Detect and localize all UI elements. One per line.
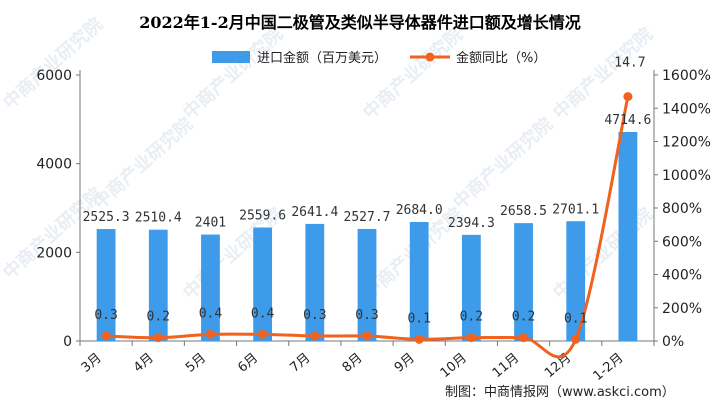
y-right-tick-label: 800% xyxy=(662,201,702,217)
x-tick-label: 11月 xyxy=(490,351,522,381)
growth-point xyxy=(414,334,424,344)
x-tick-label: 7月 xyxy=(287,351,313,376)
y-right-tick-label: 1000% xyxy=(662,168,711,184)
y-left-tick-label: 2000 xyxy=(36,245,72,261)
watermark-text: 中商产业研究院 xyxy=(179,23,287,124)
y-right-tick-label: 400% xyxy=(662,268,702,284)
bar-value-label: 2559.6 xyxy=(239,209,286,224)
x-tick-label: 8月 xyxy=(340,351,366,376)
bar-value-label: 2510.4 xyxy=(135,211,182,226)
legend-swatch-marker xyxy=(425,52,435,62)
x-tick-label: 12月 xyxy=(542,351,574,381)
bar-value-label: 4714.6 xyxy=(604,113,651,128)
x-tick-label: 9月 xyxy=(392,351,418,376)
growth-value-label: 0.2 xyxy=(512,310,535,325)
growth-point xyxy=(571,334,581,344)
watermark-text: 中商产业研究院 xyxy=(449,113,557,214)
bar xyxy=(618,131,638,341)
bar xyxy=(461,234,481,341)
watermark-text: 中商产业研究院 xyxy=(549,23,657,124)
bar-value-label: 2684.0 xyxy=(396,203,443,218)
legend: 进口金额（百万美元） 金额同比（%） xyxy=(212,50,546,66)
y-right-tick-label: 0% xyxy=(662,334,684,350)
bar xyxy=(201,234,220,341)
bar xyxy=(409,222,429,341)
growth-point xyxy=(466,333,476,343)
y-right-tick-label: 1200% xyxy=(662,135,711,151)
growth-value-label: 0.2 xyxy=(147,310,170,325)
y-right-tick-label: 1600% xyxy=(662,68,711,84)
growth-point xyxy=(205,329,215,339)
growth-value-label: 0.3 xyxy=(303,308,326,323)
growth-value-label: 14.7 xyxy=(614,56,645,71)
data-labels: 2525.3 2510.4 2401 2559.6 2641.4 2527.7 2684.0… xyxy=(83,56,652,327)
y-right-tick-label: 200% xyxy=(662,301,702,317)
bar xyxy=(357,228,377,341)
y-left-tick-label: 0 xyxy=(63,334,72,350)
bar xyxy=(566,221,586,341)
bar-value-label: 2658.5 xyxy=(500,204,547,219)
growth-point xyxy=(519,333,529,343)
growth-point xyxy=(310,331,320,341)
bar xyxy=(96,229,116,341)
chart-title: 2022年1-2月中国二极管及类似半导体器件进口额及增长情况 xyxy=(139,13,580,32)
bar xyxy=(148,229,168,341)
bar xyxy=(514,223,533,341)
bar-value-label: 2394.3 xyxy=(448,216,495,231)
bar-value-label: 2701.1 xyxy=(552,202,599,217)
bar-series xyxy=(96,131,638,341)
growth-value-label: 0.3 xyxy=(94,308,117,323)
bar-value-label: 2525.3 xyxy=(83,210,130,225)
x-tick-label: 6月 xyxy=(235,351,261,376)
bar-value-label: 2641.4 xyxy=(291,205,338,220)
growth-value-label: 0.1 xyxy=(407,311,430,326)
x-tick-label: 10月 xyxy=(438,351,470,381)
growth-point xyxy=(362,331,372,341)
bar-value-label: 2527.7 xyxy=(344,210,391,225)
growth-point xyxy=(258,329,268,339)
x-tick-label: 4月 xyxy=(131,351,157,376)
x-tick-label: 3月 xyxy=(79,351,105,376)
bar-value-label: 2401 xyxy=(195,216,226,231)
x-tick-label: 5月 xyxy=(183,351,209,376)
y-left-tick-label: 4000 xyxy=(36,157,72,173)
growth-value-label: 0.3 xyxy=(355,308,378,323)
legend-label-bar: 进口金额（百万美元） xyxy=(257,50,387,66)
bar xyxy=(253,227,273,341)
y-left-tick-label: 6000 xyxy=(36,68,72,84)
growth-value-label: 0.4 xyxy=(251,306,275,321)
legend-label-line: 金额同比（%） xyxy=(456,50,546,66)
y-right-tick-label: 600% xyxy=(662,234,702,250)
watermark-text: 中商产业研究院 xyxy=(0,13,107,114)
growth-value-label: 0.4 xyxy=(199,306,223,321)
watermark-text: 中商产业研究院 xyxy=(359,23,467,124)
watermark-text: 中商产业研究院 xyxy=(549,203,657,304)
bar xyxy=(305,223,325,341)
line-series xyxy=(101,92,633,359)
x-tick-label: 1-2月 xyxy=(591,351,627,384)
legend-swatch-bar xyxy=(212,51,250,63)
growth-value-label: 0.2 xyxy=(460,310,483,325)
watermark-text: 中商产业研究院 xyxy=(89,113,197,214)
source-note: 制图：中商情报网（www.askci.com） xyxy=(445,385,675,400)
y-right-tick-label: 1400% xyxy=(662,101,711,117)
growth-point xyxy=(623,92,633,102)
growth-point xyxy=(153,333,163,343)
growth-value-label: 0.1 xyxy=(564,311,587,326)
growth-point xyxy=(101,331,111,341)
